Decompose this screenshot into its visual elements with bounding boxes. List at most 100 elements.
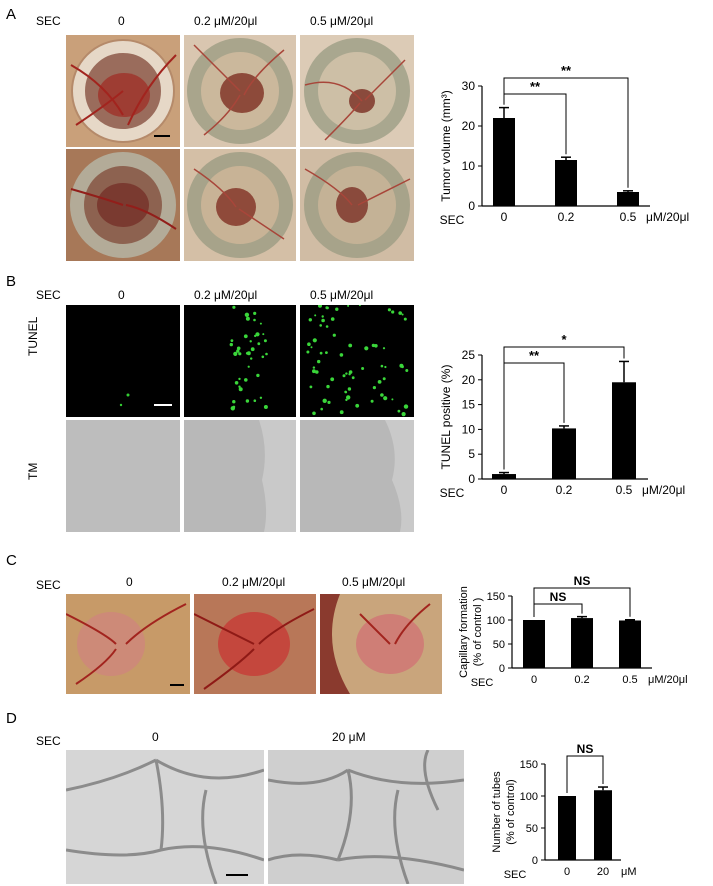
condition-label-b-1: 0.2 μM/20μl (194, 288, 258, 302)
x-tick-label: 0 (564, 866, 570, 878)
condition-label-a-2: 0.5 μM/20μl (310, 14, 374, 28)
x-tick-label: 0.2 (574, 674, 589, 686)
egg-image-a-r2-c2 (184, 149, 296, 261)
bar (619, 620, 641, 668)
y-tick-label: 100 (520, 791, 538, 803)
tunel-dots-2 (306, 305, 409, 417)
tunel-dots-1 (229, 305, 268, 411)
egg-image-a-r1-c3 (300, 35, 414, 147)
x-unit-label: μM/20μl (648, 674, 688, 686)
panel-label-b: B (6, 273, 17, 290)
tube-image-0 (66, 750, 264, 884)
y-tick-label: 15 (462, 398, 476, 412)
y-tick-label: 0 (468, 472, 475, 486)
y-axis-label: Capillary formation (% of control ) (458, 586, 484, 678)
condition-label-d-0: 0 (152, 730, 159, 744)
significance-bracket (503, 77, 629, 188)
bar (571, 618, 593, 668)
y-tick-label: 5 (468, 447, 475, 461)
x-tick-label: 0.5 (620, 210, 637, 224)
sec-label-d: SEC (36, 734, 61, 748)
chart-a: 0 10 20 30 Tumor volume (mm³) 0 0.2 0.5 SEC μM/20… (439, 63, 689, 227)
y-tick-label: 10 (462, 159, 476, 173)
x-tick-label: 0 (501, 210, 508, 224)
x-tick-label: 0 (531, 674, 537, 686)
egg-image-c-0 (66, 594, 190, 694)
y-tick-label: 100 (487, 615, 505, 627)
condition-label-a-0: 0 (118, 14, 125, 28)
sec-label-b: SEC (36, 288, 61, 302)
condition-label-a-1: 0.2 μM/20μl (194, 14, 258, 28)
y-tick-label: 20 (462, 373, 476, 387)
x-prefix-label: SEC (440, 486, 465, 500)
panel-label-c: C (6, 552, 17, 569)
egg-image-c-2 (320, 594, 442, 694)
y-tick-label: 50 (526, 823, 538, 835)
condition-label-c-2: 0.5 μM/20μl (342, 575, 406, 589)
x-tick-label: 0 (501, 483, 508, 497)
bar (492, 474, 516, 479)
y-tick-label: 50 (493, 639, 505, 651)
significance-bracket (503, 346, 625, 470)
sec-label-c: SEC (36, 578, 61, 592)
sec-label-a: SEC (36, 14, 61, 28)
condition-label-b-2: 0.5 μM/20μl (310, 288, 374, 302)
x-prefix-label: SEC (471, 677, 494, 689)
condition-label-d-1: 20 μM (332, 730, 366, 744)
y-axis-label: Number of tubes (% of control) (491, 771, 517, 853)
y-tick-label: 10 (462, 422, 476, 436)
bar (493, 118, 515, 206)
x-tick-label: 20 (597, 866, 609, 878)
x-unit-label: μM/20μl (642, 483, 685, 497)
significance-label: * (561, 335, 567, 347)
x-prefix-label: SEC (440, 213, 465, 227)
egg-image-a-r1-c2 (184, 35, 296, 147)
bar (555, 160, 577, 206)
x-unit-label: μM (621, 866, 637, 878)
x-tick-label: 0.2 (556, 483, 573, 497)
y-tick-label: 20 (462, 119, 476, 133)
y-tick-label: 0 (468, 199, 475, 213)
panel-label-d: D (6, 710, 17, 727)
tunel-image-1 (184, 305, 296, 417)
y-tick-label: 30 (462, 79, 476, 93)
condition-label-c-0: 0 (126, 575, 133, 589)
y-tick-label: 0 (499, 663, 505, 675)
tunel-image-2 (300, 305, 414, 417)
significance-label: NS (577, 742, 594, 756)
significance-label: ** (530, 79, 541, 94)
bar (594, 790, 612, 860)
y-tick-label: 25 (462, 348, 476, 362)
row-label-tunel: TUNEL (26, 316, 40, 356)
panel-label-a: A (6, 6, 17, 23)
bar (558, 796, 576, 860)
bar (523, 620, 545, 668)
x-prefix-label: SEC (504, 869, 527, 881)
y-tick-label: 150 (520, 759, 538, 771)
significance-bracket (533, 603, 583, 617)
bar (617, 192, 639, 206)
egg-image-c-1 (194, 594, 316, 694)
significance-label: ** (561, 63, 572, 78)
bar (552, 428, 576, 479)
row-label-tm: TM (26, 462, 40, 480)
x-tick-label: 0.5 (622, 674, 637, 686)
x-tick-label: 0.2 (558, 210, 575, 224)
tm-image-1 (184, 420, 296, 532)
y-axis-label: TUNEL positive (%) (439, 365, 453, 470)
x-tick-label: 0.5 (616, 483, 633, 497)
y-axis-label: Tumor volume (mm³) (439, 90, 453, 202)
y-tick-label: 150 (487, 591, 505, 603)
tube-image-1 (268, 750, 464, 884)
significance-label: NS (574, 574, 591, 588)
significance-label: NS (550, 590, 567, 604)
significance-label: ** (529, 348, 540, 363)
tunel-image-0 (66, 305, 180, 417)
significance-bracket (533, 587, 631, 617)
chart-b: 0 5 10 15 20 25 TUNEL positive (%) 0 0.2 0.5 SEC μM… (439, 335, 685, 500)
egg-image-a-r1-c1 (66, 35, 180, 147)
tm-image-0 (66, 420, 180, 532)
egg-image-a-r2-c3 (300, 149, 414, 261)
significance-bracket (566, 755, 604, 793)
